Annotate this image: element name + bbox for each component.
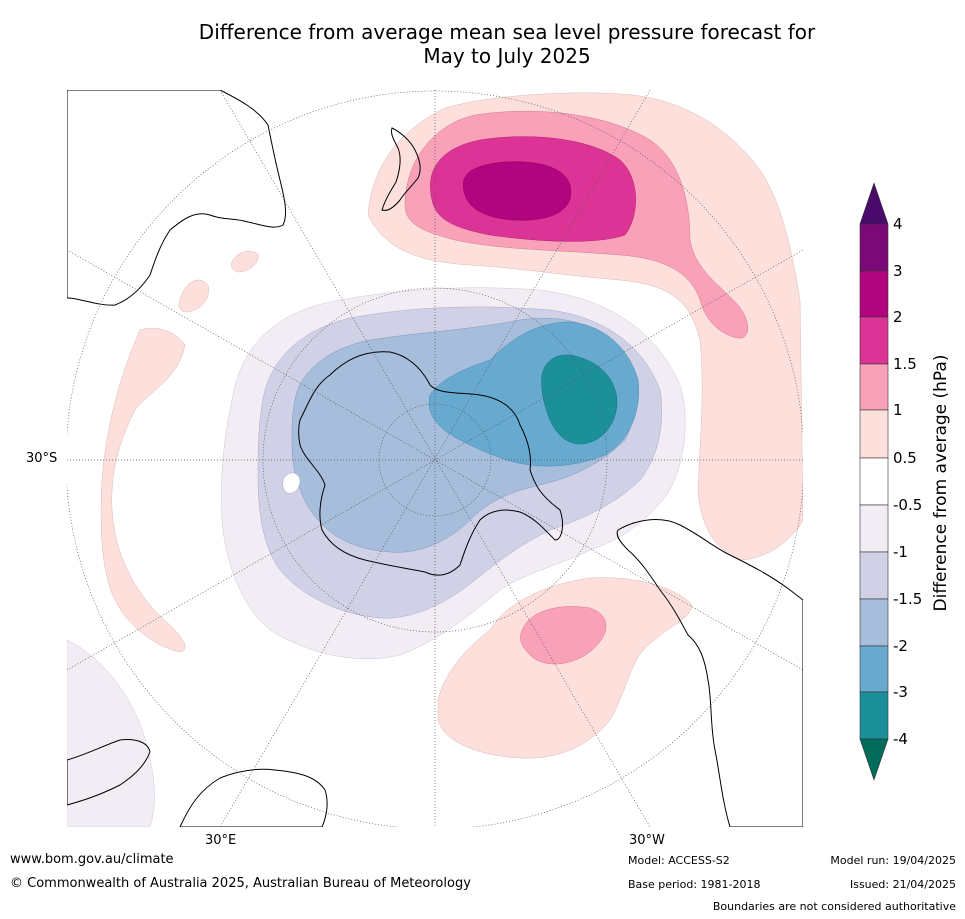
africa-coast [67, 739, 151, 806]
colorbar-tick-label: -1.5 [893, 590, 923, 608]
footer-base-period: Base period: 1981-2018 [628, 878, 761, 891]
colorbar-tick-label: 2 [893, 308, 903, 326]
colorbar-tick-label: 4 [893, 215, 903, 233]
map-panel [67, 90, 803, 827]
lon-label-30w: 30°W [629, 833, 665, 848]
page-title: Difference from average mean sea level p… [0, 20, 965, 68]
colorbar-extend-top [859, 182, 889, 225]
colorbar-tick-label: 1.5 [893, 355, 917, 373]
colorbar-bin [859, 457, 889, 506]
south-america-coast [616, 519, 803, 827]
australia-coast [67, 90, 287, 306]
footer-website: www.bom.gov.au/climate [10, 852, 174, 867]
colorbar-bin [859, 270, 889, 318]
colorbar-bin [859, 363, 889, 411]
colorbar-tick-label: 0.5 [893, 449, 917, 467]
lat-label-30s: 30°S [26, 451, 58, 466]
colorbar-bin [859, 645, 889, 693]
negative-anomaly-antarctica [221, 287, 686, 660]
colorbar-bin [859, 223, 889, 272]
footer-issued: Issued: 21/04/2025 [849, 878, 956, 891]
colorbar-title: Difference from average (hPa) [931, 354, 951, 612]
positive-anomaly-west [100, 251, 259, 653]
colorbar-bin [859, 598, 889, 647]
title-line-2: May to July 2025 [423, 44, 591, 68]
colorbar-tick-label: 3 [893, 262, 903, 280]
lon-label-30e: 30°E [205, 833, 237, 848]
colorbar-bin [859, 409, 889, 459]
footer-copyright: © Commonwealth of Australia 2025, Austra… [10, 876, 471, 891]
title-line-1: Difference from average mean sea level p… [198, 20, 816, 44]
coastlines [67, 90, 803, 827]
graticule [67, 90, 803, 827]
colorbar-bin [859, 504, 889, 553]
footer-model-run: Model run: 19/04/2025 [830, 854, 956, 867]
colorbar-bin [859, 316, 889, 365]
colorbar-bin [859, 551, 889, 600]
footer-disclaimer: Boundaries are not considered authoritat… [712, 900, 956, 913]
colorbar-tick-label: -3 [893, 683, 908, 701]
colorbar-tick-label: 1 [893, 401, 903, 419]
antarctica-coast [298, 351, 563, 576]
colorbar-tick-label: -2 [893, 637, 908, 655]
colorbar-extend-bottom [859, 738, 889, 781]
new-zealand-coast [381, 127, 421, 211]
colorbar [859, 182, 889, 781]
colorbar-tick-label: -1 [893, 543, 908, 561]
footer-model: Model: ACCESS-S2 [628, 854, 730, 867]
colorbar-bin [859, 691, 889, 740]
positive-anomaly-pacific [367, 92, 803, 561]
colorbar-tick-label: -0.5 [893, 496, 923, 514]
positive-anomaly-atlantic [437, 577, 693, 759]
colorbar-tick-label: -4 [893, 730, 908, 748]
